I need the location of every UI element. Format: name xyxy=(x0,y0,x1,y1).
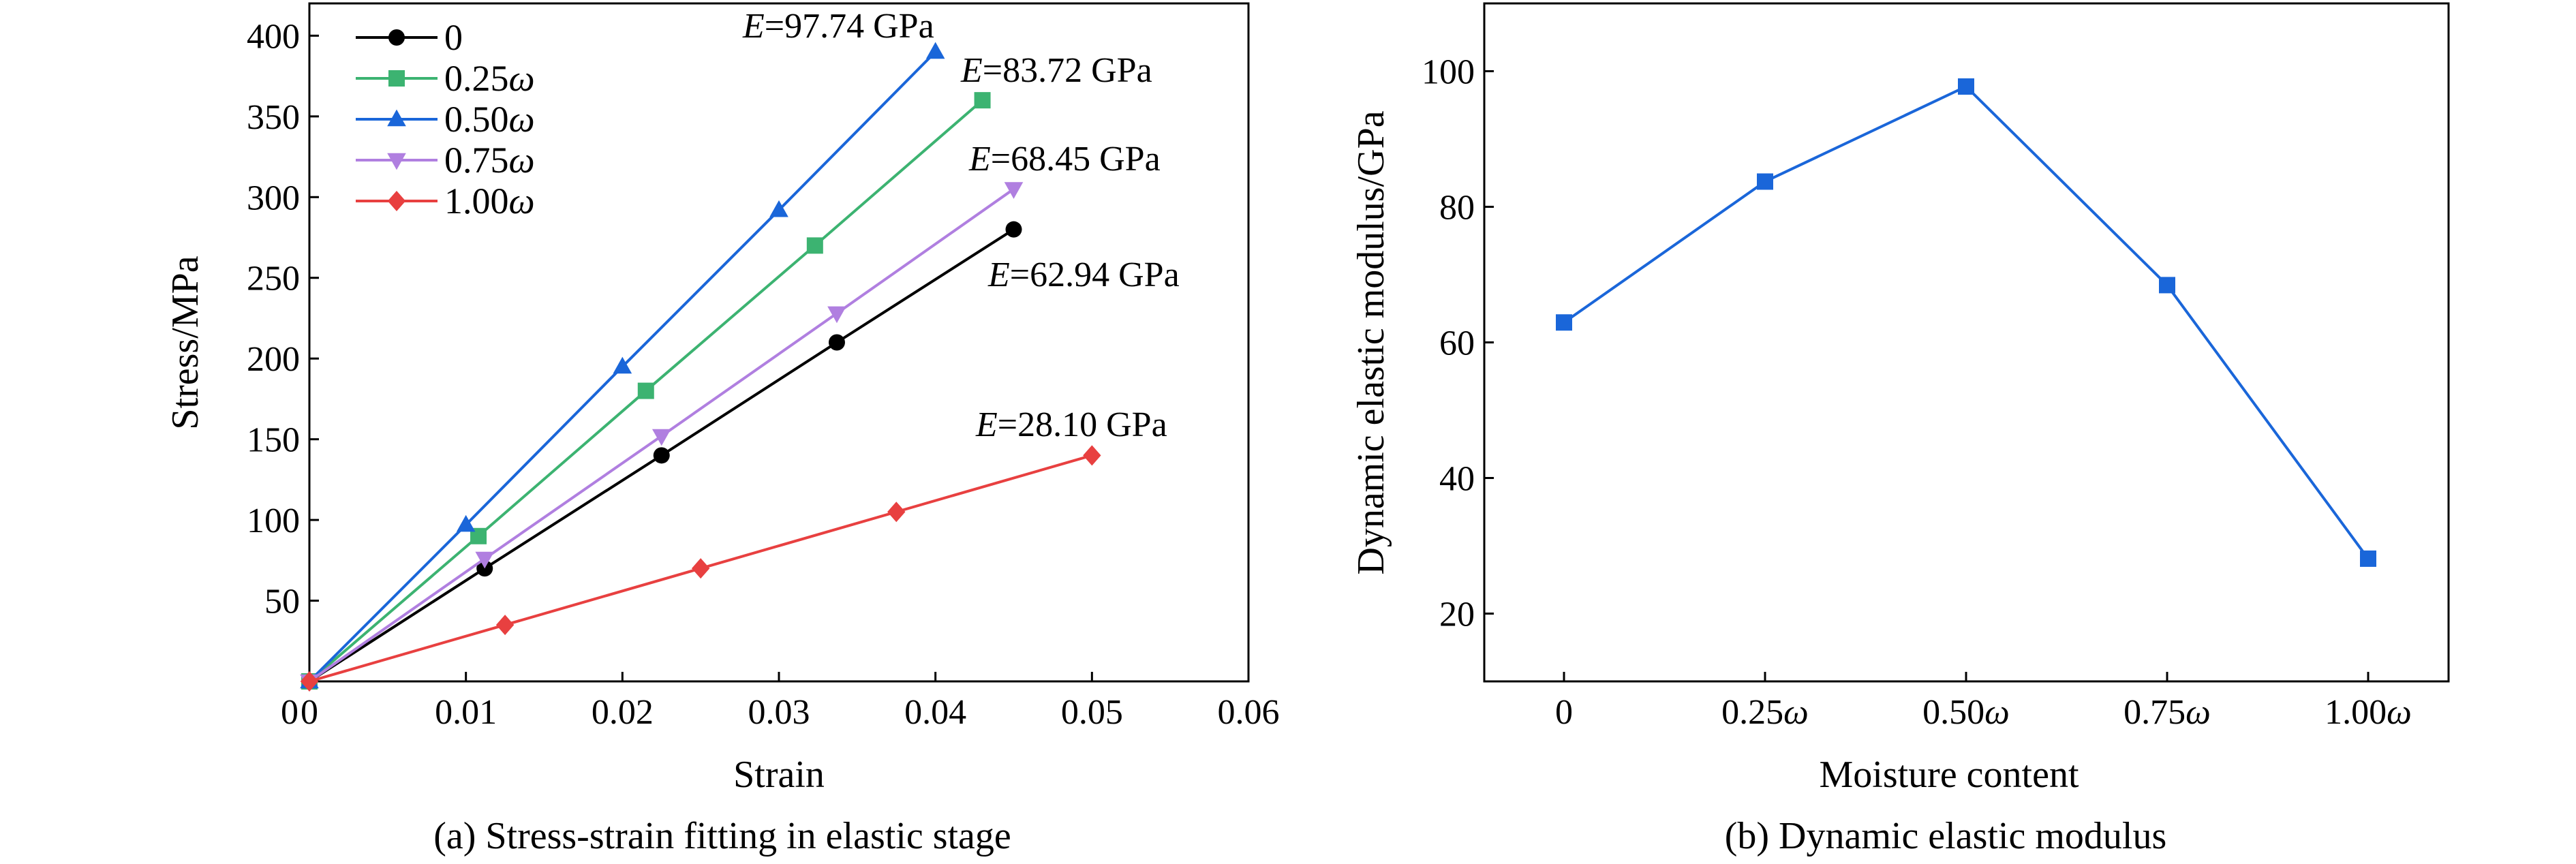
y-tick-label-b: 60 xyxy=(1439,324,1475,363)
legend-marker-a xyxy=(387,153,406,170)
y-tick-label-b: 80 xyxy=(1439,189,1475,228)
x-axis-title-a: Strain xyxy=(733,754,825,796)
x-tick-label-a: 0.01 xyxy=(435,693,497,732)
y-tick-label-a: 200 xyxy=(247,340,300,379)
y-tick-label-b: 100 xyxy=(1422,53,1475,92)
x-tick-label-a: 0.03 xyxy=(748,693,810,732)
data-point-a xyxy=(827,306,846,324)
y-axis-title-a: Stress/MPa xyxy=(164,256,206,429)
data-point-b xyxy=(2159,277,2175,294)
data-point-a xyxy=(637,382,654,399)
stress-strain-chart: 0 0.01 0.02 0.03 0.04 0.05 0.06 50 100 150 200 250 3… xyxy=(164,2,1280,857)
y-tick-label-b: 40 xyxy=(1439,460,1475,499)
data-point-a xyxy=(828,334,845,351)
data-point-a xyxy=(456,514,476,532)
modulus-annotation-a: E=62.94 GPa xyxy=(987,256,1180,294)
data-point-a xyxy=(1083,445,1101,466)
data-point-a xyxy=(1005,221,1022,238)
legend-label-a: 0.25ω xyxy=(444,58,535,99)
y-tick-label-b: 20 xyxy=(1439,596,1475,634)
dynamic-modulus-chart: 0 0.25ω 0.50ω 0.75ω 1.00ω 20 40 60 80 100 Moistur… xyxy=(1350,2,2450,857)
annotations-a: E=62.94 GPa E=83.72 GPa E=97.74 GPa E=68.45… xyxy=(742,7,1180,444)
data-point-a xyxy=(925,42,945,59)
data-point-a xyxy=(475,551,495,569)
x-axis-title-b: Moisture content xyxy=(1819,754,2079,796)
legend-marker-a xyxy=(387,191,406,211)
legend-label-a: 0.50ω xyxy=(444,99,535,140)
modulus-annotation-a: E=83.72 GPa xyxy=(960,51,1152,90)
data-point-a xyxy=(887,502,906,523)
modulus-annotation-a: E=68.45 GPa xyxy=(968,140,1161,179)
x-tick-label-b: 0.25ω xyxy=(1721,693,1809,732)
data-point-a xyxy=(691,558,710,579)
x-tick-label-b: 0.75ω xyxy=(2123,693,2211,732)
data-point-b xyxy=(1958,78,1974,95)
legend-marker-a xyxy=(388,29,405,46)
x-tick-label-a: 0.06 xyxy=(1218,693,1280,732)
x-tick-label-a: 0.02 xyxy=(592,693,654,732)
x-tick-label-a: 0.04 xyxy=(904,693,966,732)
series-layer-a xyxy=(300,42,1101,692)
data-point-a xyxy=(1004,182,1024,199)
x-tick-label-a: 0.05 xyxy=(1061,693,1123,732)
series-layer-b xyxy=(1556,78,2376,567)
data-point-a xyxy=(653,447,670,464)
data-point-b xyxy=(2360,550,2376,567)
origin-label-a: 0 xyxy=(281,693,298,732)
caption-a: (a) Stress-strain fitting in elastic sta… xyxy=(433,815,1011,857)
data-point-a xyxy=(651,429,671,446)
data-point-a xyxy=(974,92,991,109)
y-tick-label-a: 50 xyxy=(264,583,300,621)
y-tick-label-a: 350 xyxy=(247,98,300,137)
legend-marker-a xyxy=(388,70,405,87)
data-point-b xyxy=(1556,314,1572,331)
y-tick-label-a: 300 xyxy=(247,179,300,217)
axes-a: 0 0.01 0.02 0.03 0.04 0.05 0.06 50 100 150 200 250 3… xyxy=(247,17,1280,732)
legend-label-a: 0 xyxy=(444,17,463,58)
y-tick-label-a: 100 xyxy=(247,502,300,540)
caption-b: (b) Dynamic elastic modulus xyxy=(1725,815,2167,857)
axes-b: 0 0.25ω 0.50ω 0.75ω 1.00ω 20 40 60 80 100 xyxy=(1422,53,2412,732)
y-tick-label-a: 250 xyxy=(247,260,300,298)
series-line-b xyxy=(1563,84,2370,560)
modulus-annotation-a: E=97.74 GPa xyxy=(742,7,934,46)
modulus-annotation-a: E=28.10 GPa xyxy=(975,405,1167,444)
data-point-a xyxy=(300,671,319,692)
plot-frame-b xyxy=(1483,2,2450,683)
data-point-a xyxy=(769,200,788,217)
x-tick-label-b: 0.50ω xyxy=(1922,693,2010,732)
legend-label-a: 0.75ω xyxy=(444,140,535,181)
data-point-a xyxy=(806,237,823,254)
y-axis-title-b: Dynamic elastic modulus/GPa xyxy=(1350,110,1392,574)
data-point-a xyxy=(495,615,515,636)
x-tick-label-a: 0 xyxy=(301,693,318,732)
x-tick-label-b: 0 xyxy=(1555,693,1573,732)
y-tick-label-a: 400 xyxy=(247,17,300,56)
data-point-a xyxy=(613,356,632,374)
x-tick-label-b: 1.00ω xyxy=(2325,693,2412,732)
legend-label-a: 1.00ω xyxy=(444,181,535,221)
legend-marker-a xyxy=(387,109,406,127)
y-tick-label-a: 150 xyxy=(247,421,300,460)
data-point-b xyxy=(1757,173,1773,190)
